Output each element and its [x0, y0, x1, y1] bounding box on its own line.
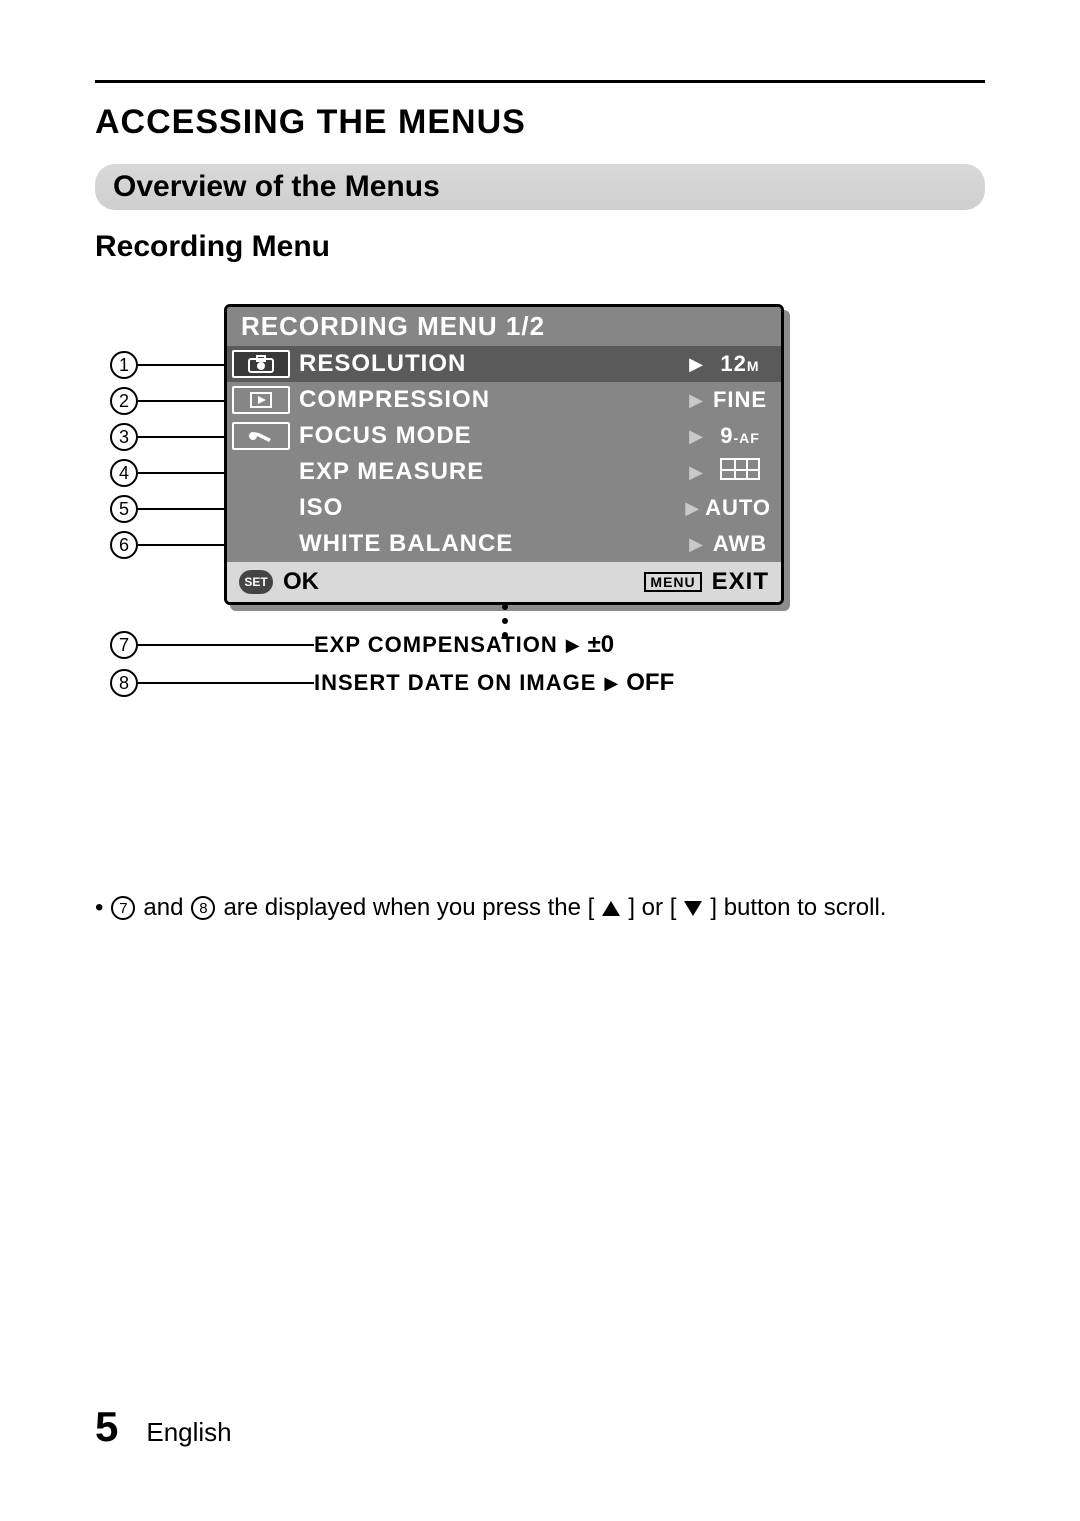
- circled-8-icon: 8: [191, 896, 215, 920]
- callout-number: 6: [110, 531, 138, 559]
- menu-row[interactable]: WHITE BALANCE▶AWB: [227, 526, 781, 562]
- menu-row[interactable]: RESOLUTION▶12M: [227, 346, 781, 382]
- set-badge-icon: SET: [239, 570, 273, 594]
- callout-number: 8: [110, 669, 138, 697]
- recording-menu-panel: RECORDING MENU 1/2 RESOLUTION▶12MCOMPRES…: [224, 304, 784, 605]
- menu-item-label: COMPRESSION: [299, 386, 683, 414]
- menu-item-label: FOCUS MODE: [299, 422, 683, 450]
- callout-number: 5: [110, 495, 138, 523]
- exit-label[interactable]: EXIT: [712, 568, 769, 596]
- scroll-note: • 7 and 8 are displayed when you press t…: [95, 894, 985, 922]
- chevron-right-icon: ▶: [683, 390, 709, 411]
- chevron-right-icon: ▶: [683, 354, 709, 375]
- callout: 8 INSERT DATE ON IMAGE ▶ OFF: [110, 664, 674, 702]
- callout: 5: [110, 491, 224, 527]
- menu-item-value: 9-AF: [709, 423, 771, 449]
- menu-item-label: EXP MEASURE: [299, 458, 683, 486]
- menu-item-label: WHITE BALANCE: [299, 530, 683, 558]
- ok-label[interactable]: OK: [283, 568, 319, 596]
- extra-item-value: OFF: [626, 669, 674, 697]
- callout-number: 7: [110, 631, 138, 659]
- callout-number: 2: [110, 387, 138, 415]
- bullet-icon: •: [95, 894, 103, 922]
- matrix-metering-icon: [720, 458, 760, 480]
- callout: 2: [110, 383, 224, 419]
- page-title: ACCESSING THE MENUS: [95, 103, 985, 142]
- camera-tab-icon[interactable]: [232, 350, 290, 378]
- chevron-right-icon: ▶: [683, 426, 709, 447]
- menu-badge-icon: MENU: [644, 572, 701, 592]
- menu-item-label: RESOLUTION: [299, 350, 683, 378]
- menu-item-value: AUTO: [705, 495, 771, 521]
- menu-item-label: ISO: [299, 494, 679, 522]
- menu-row[interactable]: FOCUS MODE▶9-AF: [227, 418, 781, 454]
- subsection-title: Recording Menu: [95, 230, 985, 264]
- menu-figure: 123456 RECORDING MENU 1/2 RESOLUTION▶12M…: [180, 304, 900, 774]
- triangle-up-icon: [602, 901, 620, 916]
- page-number: 5: [95, 1403, 118, 1451]
- callout: 6: [110, 527, 224, 563]
- pill-label: Overview of the Menus: [113, 170, 440, 204]
- chevron-right-icon: ▶: [604, 673, 618, 694]
- extra-item-label: INSERT DATE ON IMAGE: [314, 670, 596, 696]
- playback-tab-icon[interactable]: [232, 386, 290, 414]
- chevron-right-icon: ▶: [683, 462, 709, 483]
- callout: 7 EXP COMPENSATION ▶ ±0: [110, 626, 674, 664]
- menu-row[interactable]: ISO▶AUTO: [227, 490, 781, 526]
- callout: 1: [110, 347, 224, 383]
- menu-row[interactable]: COMPRESSION▶FINE: [227, 382, 781, 418]
- menu-item-value: AWB: [709, 531, 771, 557]
- extra-item-value: ±0: [588, 631, 615, 659]
- menu-item-value: FINE: [709, 387, 771, 413]
- menu-footer: SET OK MENU EXIT: [227, 562, 781, 602]
- callout-column: 1 2 3 4 5 6: [110, 347, 224, 563]
- menu-item-value: 12M: [709, 351, 771, 377]
- menu-title: RECORDING MENU 1/2: [227, 307, 781, 346]
- callout-number: 3: [110, 423, 138, 451]
- triangle-down-icon: [684, 901, 702, 916]
- section-pill: Overview of the Menus: [95, 164, 985, 210]
- page-language: English: [146, 1417, 231, 1448]
- callout: 4: [110, 455, 224, 491]
- extra-item-label: EXP COMPENSATION: [314, 632, 558, 658]
- extra-callouts: 7 EXP COMPENSATION ▶ ±0 8 INSERT DATE ON…: [110, 626, 674, 702]
- menu-row[interactable]: EXP MEASURE▶: [227, 454, 781, 490]
- callout-number: 4: [110, 459, 138, 487]
- menu-item-value: [709, 458, 771, 486]
- setup-tab-icon[interactable]: [232, 422, 290, 450]
- tab-icons: [227, 346, 299, 382]
- page-footer: 5 English: [95, 1403, 232, 1451]
- chevron-right-icon: ▶: [679, 498, 705, 519]
- chevron-right-icon: ▶: [683, 534, 709, 555]
- callout: 3: [110, 419, 224, 455]
- circled-7-icon: 7: [111, 896, 135, 920]
- chevron-right-icon: ▶: [566, 635, 580, 656]
- callout-number: 1: [110, 351, 138, 379]
